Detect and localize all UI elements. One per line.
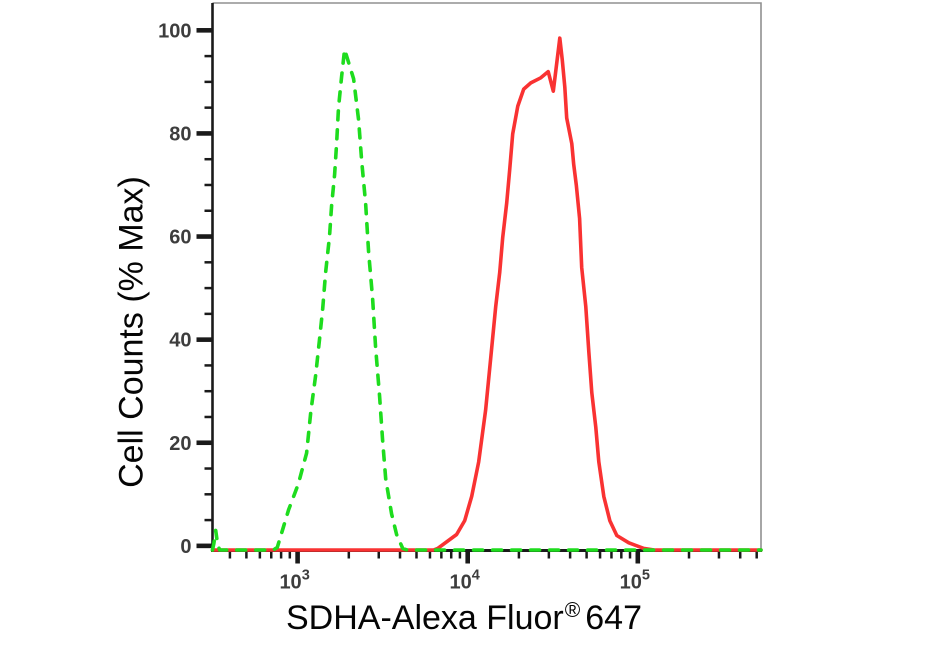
x-axis-title: SDHA-Alexa Fluor® 647 [286,599,642,638]
svg-text:104: 104 [450,568,480,594]
green-dashed-curve [210,47,763,552]
svg-text:100: 100 [158,20,191,42]
plot-border [211,2,762,552]
x-axis-title-suffix: 647 [585,599,643,637]
svg-text:0: 0 [180,536,191,558]
x-axis-ticks [228,550,758,564]
svg-text:80: 80 [169,123,191,145]
series-green-dashed-curve [210,47,763,552]
svg-text:105: 105 [620,568,650,594]
registered-trademark-icon: ® [564,598,581,622]
x-axis-title-main: SDHA-Alexa Fluor [285,599,564,637]
y-axis-title: Cell Counts (% Max) [113,176,152,488]
svg-text:40: 40 [169,330,191,352]
y-axis-title-text: Cell Counts (% Max) [112,176,151,488]
y-axis-tick-labels: 0 20 40 60 80 100 [158,20,191,558]
series-red-solid-curve [210,36,763,552]
red-solid-curve [210,36,763,552]
x-axis-tick-labels: 103 104 105 [279,568,650,594]
svg-text:20: 20 [169,433,191,455]
svg-text:60: 60 [169,227,191,249]
svg-text:103: 103 [279,568,309,594]
y-axis-ticks [196,28,213,549]
